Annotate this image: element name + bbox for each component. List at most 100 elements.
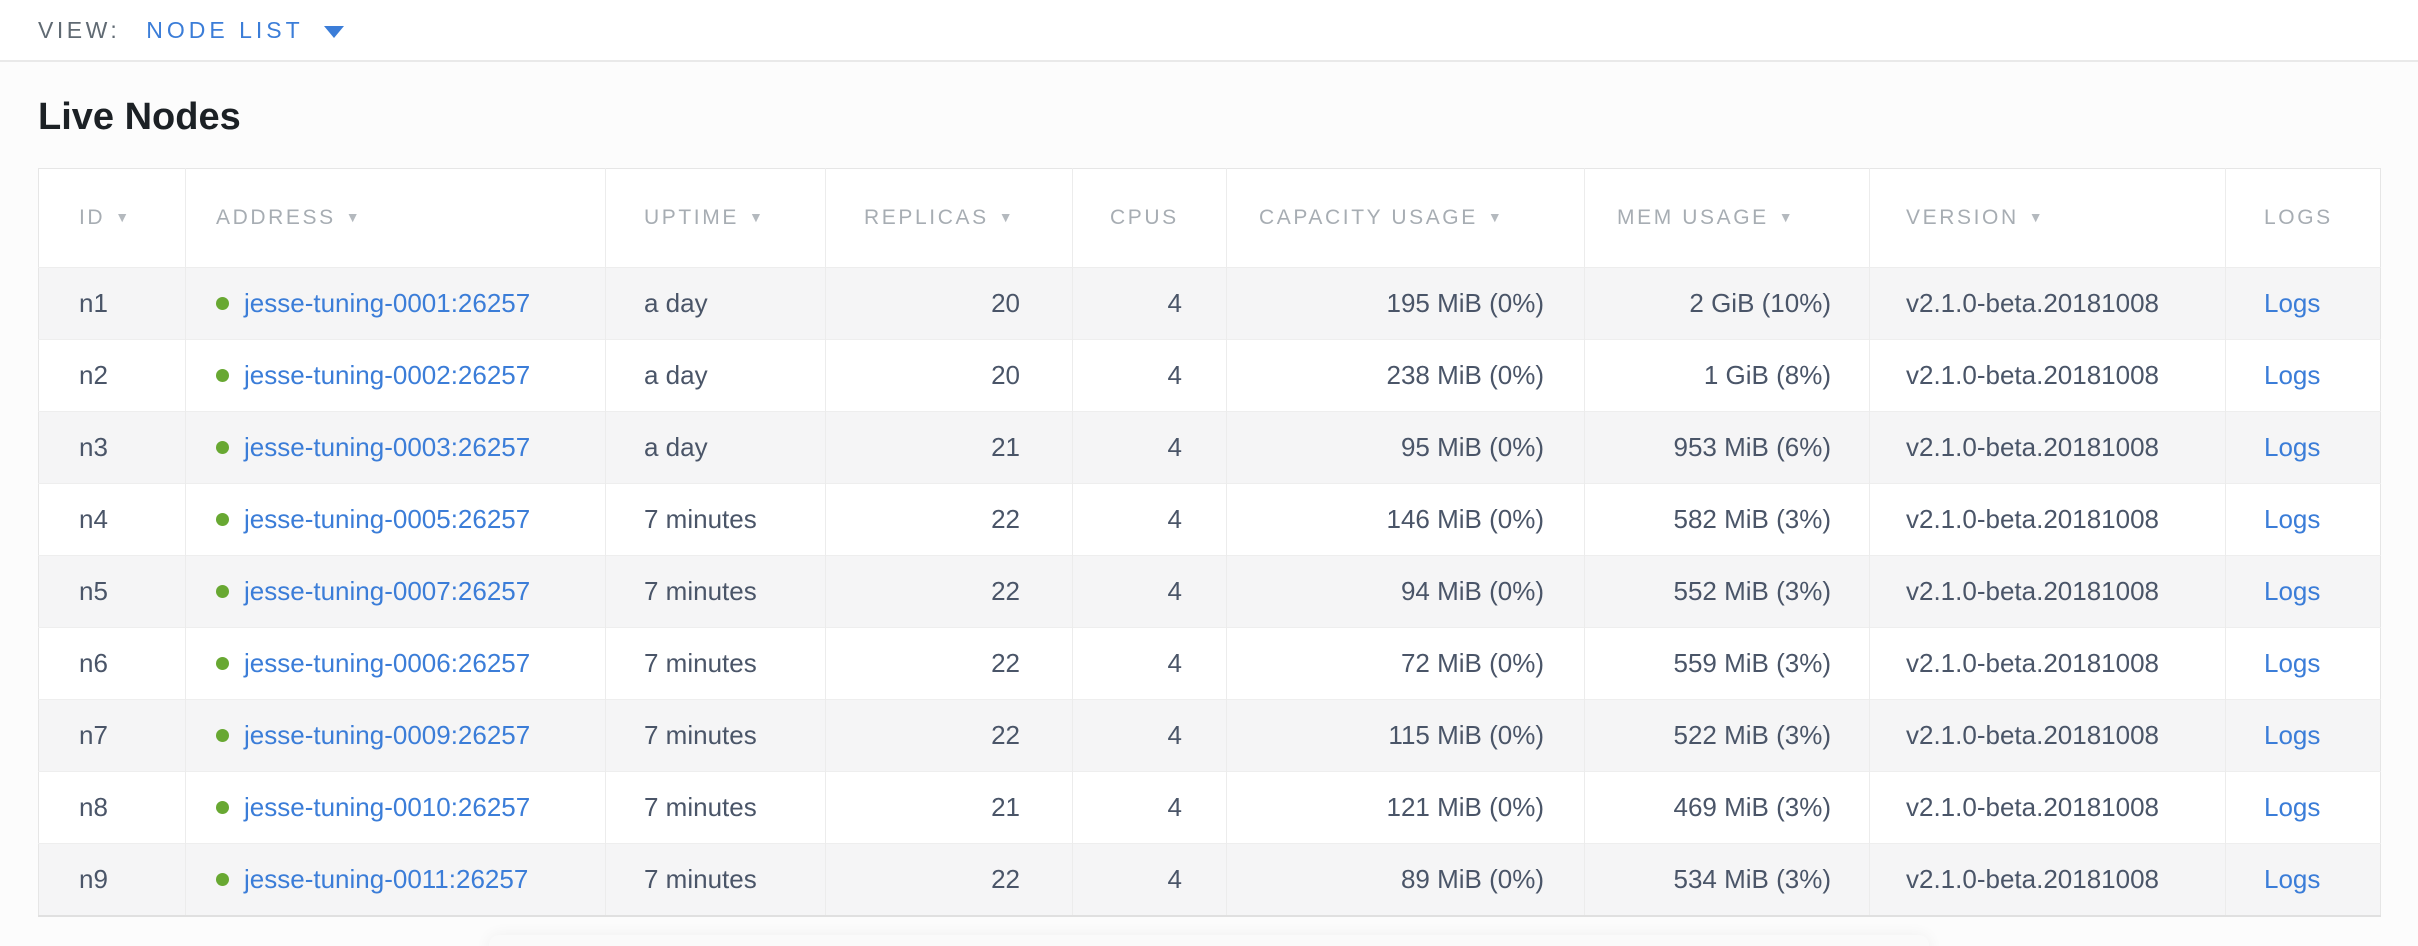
node-version: v2.1.0-beta.20181008 bbox=[1906, 863, 2159, 894]
node-replicas: 20 bbox=[991, 288, 1020, 318]
node-logs-link[interactable]: Logs bbox=[2264, 792, 2321, 822]
page-content: Live Nodes ID ▼ ADDRESS ▼ UPTIME ▼ REPLICAS ▼ CP… bbox=[0, 62, 2418, 946]
node-version-cell: v2.1.0-beta.20181008 bbox=[1869, 555, 2226, 628]
node-id-cell: n3 bbox=[38, 411, 186, 484]
node-capacity-usage: 238 MiB (0%) bbox=[1386, 360, 1545, 390]
sort-descending-icon: ▼ bbox=[748, 209, 766, 225]
node-capacity-usage-cell: 72 MiB (0%) bbox=[1226, 627, 1585, 700]
node-address-cell: jesse-tuning-0007:26257 bbox=[185, 555, 606, 628]
node-capacity-usage: 89 MiB (0%) bbox=[1400, 863, 1544, 894]
node-address-cell: jesse-tuning-0009:26257 bbox=[185, 699, 606, 772]
node-logs-link[interactable]: Logs bbox=[2264, 720, 2321, 750]
node-cpus-cell: 4 bbox=[1072, 699, 1227, 772]
node-uptime-cell: 7 minutes bbox=[605, 771, 826, 844]
node-address-link[interactable]: jesse-tuning-0003:26257 bbox=[244, 432, 531, 462]
column-header-label: MEM USAGE bbox=[1617, 206, 1769, 229]
node-id-cell: n8 bbox=[38, 771, 186, 844]
column-header-logs: LOGS bbox=[2225, 168, 2381, 268]
node-logs-link[interactable]: Logs bbox=[2264, 432, 2321, 462]
node-uptime: 7 minutes bbox=[644, 863, 757, 894]
node-id-cell: n1 bbox=[38, 267, 186, 340]
node-version: v2.1.0-beta.20181008 bbox=[1906, 504, 2159, 534]
node-capacity-usage-cell: 95 MiB (0%) bbox=[1226, 411, 1585, 484]
node-cpus-cell: 4 bbox=[1072, 267, 1227, 340]
view-bar: VIEW: NODE LIST bbox=[0, 0, 2418, 62]
node-uptime: 7 minutes bbox=[644, 504, 757, 534]
node-replicas: 22 bbox=[991, 863, 1020, 894]
column-header-capacity[interactable]: CAPACITY USAGE ▼ bbox=[1226, 168, 1585, 268]
node-address-link[interactable]: jesse-tuning-0006:26257 bbox=[244, 648, 531, 678]
node-replicas: 21 bbox=[991, 432, 1020, 462]
column-header-address[interactable]: ADDRESS ▼ bbox=[185, 168, 606, 268]
column-header-label: CAPACITY USAGE bbox=[1259, 206, 1478, 229]
node-id-cell: n6 bbox=[38, 627, 186, 700]
live-status-icon bbox=[216, 657, 229, 670]
node-row: n3 jesse-tuning-0003:26257 a day 21 4 95 MiB … bbox=[38, 411, 2381, 484]
node-logs-link[interactable]: Logs bbox=[2264, 576, 2321, 606]
node-cpus: 4 bbox=[1167, 432, 1182, 462]
node-cpus: 4 bbox=[1167, 648, 1182, 678]
node-id: n1 bbox=[79, 288, 108, 318]
node-version-cell: v2.1.0-beta.20181008 bbox=[1869, 843, 2226, 916]
node-logs-link[interactable]: Logs bbox=[2264, 863, 2321, 894]
node-capacity-usage: 72 MiB (0%) bbox=[1400, 648, 1544, 678]
column-header-version[interactable]: VERSION ▼ bbox=[1869, 168, 2226, 268]
node-cpus-cell: 4 bbox=[1072, 411, 1227, 484]
live-status-icon bbox=[216, 801, 229, 814]
node-logs-link[interactable]: Logs bbox=[2264, 648, 2321, 678]
node-version: v2.1.0-beta.20181008 bbox=[1906, 648, 2159, 678]
node-cpus-cell: 4 bbox=[1072, 771, 1227, 844]
node-address-link[interactable]: jesse-tuning-0011:26257 bbox=[244, 863, 529, 894]
node-capacity-usage: 115 MiB (0%) bbox=[1388, 720, 1544, 750]
node-address-link[interactable]: jesse-tuning-0005:26257 bbox=[244, 504, 531, 534]
node-address-cell: jesse-tuning-0003:26257 bbox=[185, 411, 606, 484]
node-cpus-cell: 4 bbox=[1072, 555, 1227, 628]
view-selector-dropdown[interactable]: NODE LIST bbox=[146, 16, 344, 44]
node-logs-cell: Logs bbox=[2225, 627, 2381, 700]
node-address-link[interactable]: jesse-tuning-0001:26257 bbox=[244, 288, 531, 318]
node-capacity-usage: 95 MiB (0%) bbox=[1400, 432, 1544, 462]
node-logs-cell: Logs bbox=[2225, 411, 2381, 484]
column-header-cpus: CPUS bbox=[1072, 168, 1227, 268]
node-replicas: 22 bbox=[991, 648, 1020, 678]
node-mem-usage-cell: 582 MiB (3%) bbox=[1584, 483, 1870, 556]
live-status-icon bbox=[216, 513, 229, 526]
node-uptime: 7 minutes bbox=[644, 792, 757, 822]
column-header-mem[interactable]: MEM USAGE ▼ bbox=[1584, 168, 1870, 268]
node-address-link[interactable]: jesse-tuning-0007:26257 bbox=[244, 576, 531, 606]
live-status-icon bbox=[216, 585, 229, 598]
node-capacity-usage-cell: 94 MiB (0%) bbox=[1226, 555, 1585, 628]
node-capacity-usage-cell: 121 MiB (0%) bbox=[1226, 771, 1585, 844]
node-row: n7 jesse-tuning-0009:26257 7 minutes 22 4 115… bbox=[38, 699, 2381, 772]
node-address-link[interactable]: jesse-tuning-0010:26257 bbox=[244, 792, 531, 822]
column-header-replicas[interactable]: REPLICAS ▼ bbox=[825, 168, 1073, 268]
node-address-link[interactable]: jesse-tuning-0002:26257 bbox=[244, 360, 531, 390]
node-logs-link[interactable]: Logs bbox=[2264, 504, 2321, 534]
node-replicas: 22 bbox=[991, 576, 1020, 606]
node-row: n1 jesse-tuning-0001:26257 a day 20 4 195 MiB… bbox=[38, 267, 2381, 340]
sort-descending-icon: ▼ bbox=[1778, 209, 1796, 225]
node-logs-link[interactable]: Logs bbox=[2264, 288, 2321, 318]
node-logs-link[interactable]: Logs bbox=[2264, 360, 2321, 390]
node-row: n2 jesse-tuning-0002:26257 a day 20 4 238 MiB… bbox=[38, 339, 2381, 412]
column-header-label: VERSION bbox=[1906, 206, 2019, 229]
view-selected-value: NODE LIST bbox=[146, 16, 304, 43]
node-logs-cell: Logs bbox=[2225, 843, 2381, 916]
node-address-cell: jesse-tuning-0001:26257 bbox=[185, 267, 606, 340]
node-mem-usage-cell: 1 GiB (8%) bbox=[1584, 339, 1870, 412]
node-address-cell: jesse-tuning-0006:26257 bbox=[185, 627, 606, 700]
live-status-icon bbox=[216, 297, 229, 310]
node-uptime: a day bbox=[644, 432, 708, 462]
column-header-id[interactable]: ID ▼ bbox=[38, 168, 186, 268]
column-header-uptime[interactable]: UPTIME ▼ bbox=[605, 168, 826, 268]
node-uptime-cell: 7 minutes bbox=[605, 627, 826, 700]
node-id: n9 bbox=[79, 863, 108, 894]
node-replicas-cell: 20 bbox=[825, 339, 1073, 412]
node-replicas-cell: 20 bbox=[825, 267, 1073, 340]
node-version: v2.1.0-beta.20181008 bbox=[1906, 432, 2159, 462]
node-version-cell: v2.1.0-beta.20181008 bbox=[1869, 483, 2226, 556]
node-address-link[interactable]: jesse-tuning-0009:26257 bbox=[244, 720, 531, 750]
node-address-cell: jesse-tuning-0002:26257 bbox=[185, 339, 606, 412]
view-label: VIEW: bbox=[38, 16, 121, 43]
column-header-label: ADDRESS bbox=[216, 206, 336, 229]
